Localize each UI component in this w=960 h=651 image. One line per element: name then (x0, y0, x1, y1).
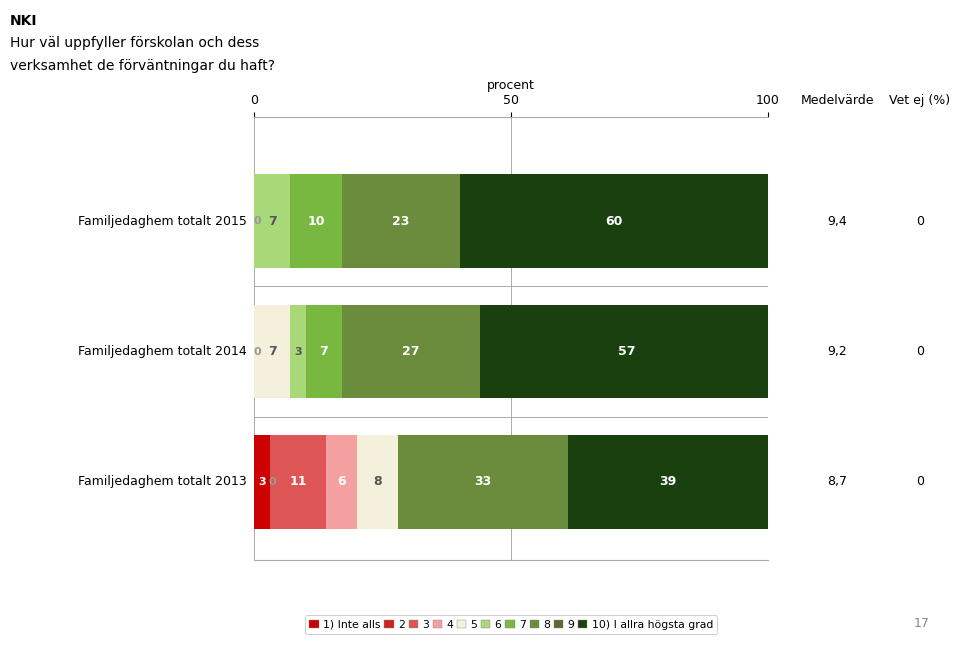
Text: 39: 39 (660, 475, 677, 488)
Text: 7: 7 (268, 345, 276, 358)
Bar (567, 435, 768, 529)
Bar (480, 305, 773, 398)
Bar (460, 174, 768, 268)
Text: 0: 0 (269, 477, 276, 487)
Text: 8: 8 (373, 475, 382, 488)
Bar (305, 305, 342, 398)
Text: 27: 27 (402, 345, 420, 358)
Text: verksamhet de förväntningar du haft?: verksamhet de förväntningar du haft? (10, 59, 275, 73)
Text: 3: 3 (295, 346, 301, 357)
Text: 8,7: 8,7 (828, 475, 847, 488)
Text: Hur väl uppfyller förskolan och dess: Hur väl uppfyller förskolan och dess (10, 36, 259, 51)
Bar (290, 305, 305, 398)
Text: 60: 60 (605, 215, 623, 228)
Bar (357, 435, 398, 529)
Text: 23: 23 (392, 215, 410, 228)
Bar (398, 435, 567, 529)
Bar (254, 305, 290, 398)
Bar (326, 435, 357, 529)
Text: Vet ej (%): Vet ej (%) (889, 94, 950, 107)
Text: 0: 0 (916, 215, 924, 228)
Text: Familjedaghem totalt 2015: Familjedaghem totalt 2015 (78, 215, 247, 228)
Text: 0: 0 (916, 345, 924, 358)
Bar (254, 174, 290, 268)
Text: 3: 3 (258, 477, 266, 487)
Text: 9,4: 9,4 (828, 215, 847, 228)
Text: 57: 57 (618, 345, 636, 358)
Text: 0: 0 (253, 216, 261, 227)
Text: 11: 11 (289, 475, 307, 488)
Text: Familjedaghem totalt 2014: Familjedaghem totalt 2014 (78, 345, 247, 358)
Text: 0: 0 (253, 346, 261, 357)
Text: NKI: NKI (10, 14, 37, 29)
Legend: 1) Inte alls, 2, 3, 4, 5, 6, 7, 8, 9, 10) I allra högsta grad: 1) Inte alls, 2, 3, 4, 5, 6, 7, 8, 9, 10… (305, 615, 717, 634)
Text: 7: 7 (268, 215, 276, 228)
Text: 17: 17 (913, 617, 929, 630)
Text: 7: 7 (320, 345, 328, 358)
Text: 6: 6 (337, 475, 346, 488)
Text: 33: 33 (474, 475, 492, 488)
X-axis label: procent: procent (488, 79, 535, 92)
Text: 0: 0 (916, 475, 924, 488)
Text: 10: 10 (307, 215, 324, 228)
Bar (290, 174, 342, 268)
Bar (254, 435, 270, 529)
Bar (270, 435, 326, 529)
Text: 9,2: 9,2 (828, 345, 847, 358)
Text: Medelvärde: Medelvärde (801, 94, 874, 107)
Bar (342, 305, 480, 398)
Bar (342, 174, 460, 268)
Text: Familjedaghem totalt 2013: Familjedaghem totalt 2013 (78, 475, 247, 488)
